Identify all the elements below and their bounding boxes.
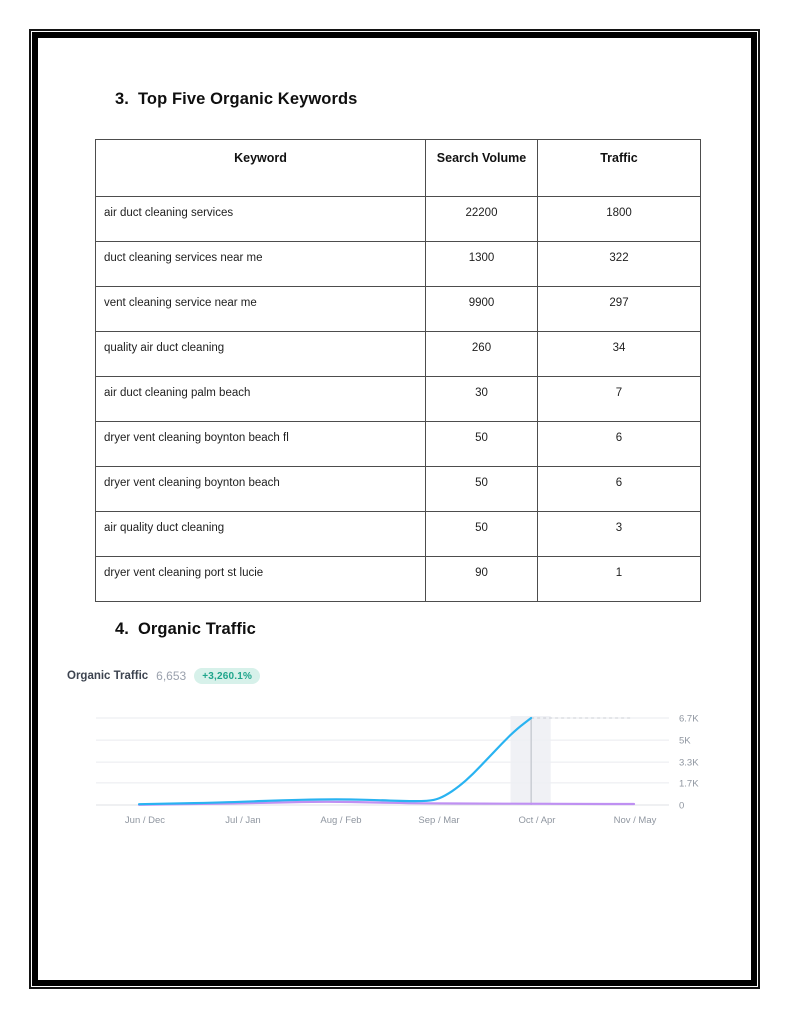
traffic-cell: 1800 xyxy=(537,196,701,242)
table-row: air duct cleaning services 22200 1800 xyxy=(95,196,701,242)
table-row: dryer vent cleaning port st lucie 90 1 xyxy=(95,556,701,602)
traffic-cell: 7 xyxy=(537,376,701,422)
traffic-change-badge: +3,260.1% xyxy=(194,668,261,684)
section-title: Top Five Organic Keywords xyxy=(137,90,358,108)
traffic-cell: 297 xyxy=(537,286,701,332)
search-volume-cell: 50 xyxy=(425,466,538,512)
search-volume-cell: 9900 xyxy=(425,286,538,332)
x-axis-tick-label: Jul / Jan xyxy=(225,815,260,826)
search-volume-cell: 260 xyxy=(425,331,538,377)
page-border-frame xyxy=(29,29,760,989)
table-row: duct cleaning services near me 1300 322 xyxy=(95,241,701,287)
search-volume-cell: 30 xyxy=(425,376,538,422)
table-row: dryer vent cleaning boynton beach 50 6 xyxy=(95,466,701,512)
traffic-cell: 3 xyxy=(537,511,701,557)
x-axis-tick-label: Nov / May xyxy=(614,815,657,826)
table-row: dryer vent cleaning boynton beach fl 50 6 xyxy=(95,421,701,467)
section-number: 4. xyxy=(115,620,129,638)
header-keyword: Keyword xyxy=(95,139,426,197)
table-row: air duct cleaning palm beach 30 7 xyxy=(95,376,701,422)
section-heading-organic-traffic: 4. Organic Traffic xyxy=(115,620,256,639)
search-volume-cell: 50 xyxy=(425,511,538,557)
x-axis-tick-label: Jun / Dec xyxy=(125,815,165,826)
table-row: vent cleaning service near me 9900 297 xyxy=(95,286,701,332)
traffic-cell: 1 xyxy=(537,556,701,602)
page-content: 3. Top Five Organic Keywords Keyword Sear… xyxy=(38,38,751,980)
y-axis-tick-label: 6.7K xyxy=(679,714,699,725)
keyword-cell: air quality duct cleaning xyxy=(95,511,426,557)
organic-traffic-chart: 0 1.7K 3.3K 5K 6.7K Jun / Dec Jul / Jan Aug / F… xyxy=(96,714,699,826)
table-row: air quality duct cleaning 50 3 xyxy=(95,511,701,557)
x-axis-tick-label: Sep / Mar xyxy=(418,815,459,826)
y-axis-tick-label: 5K xyxy=(679,736,691,747)
traffic-widget-title: Organic Traffic xyxy=(67,670,149,682)
y-axis-tick-label: 3.3K xyxy=(679,758,699,769)
x-axis-tick-label: Oct / Apr xyxy=(519,815,556,826)
header-traffic: Traffic xyxy=(537,139,701,197)
search-volume-cell: 50 xyxy=(425,421,538,467)
traffic-total-value: 6,653 xyxy=(156,669,187,683)
traffic-cell: 322 xyxy=(537,241,701,287)
search-volume-cell: 22200 xyxy=(425,196,538,242)
keyword-cell: air duct cleaning services xyxy=(95,196,426,242)
traffic-cell: 6 xyxy=(537,421,701,467)
organic-traffic-previous-line xyxy=(138,800,636,806)
keyword-cell: dryer vent cleaning port st lucie xyxy=(95,556,426,602)
traffic-cell: 6 xyxy=(537,466,701,512)
keywords-table-body: air duct cleaning services 22200 1800 duct … xyxy=(95,196,701,602)
traffic-widget-legend: Organic Traffic 6,653 +3,260.1% xyxy=(67,668,261,684)
section-heading-keywords: 3. Top Five Organic Keywords xyxy=(115,90,357,109)
y-axis-tick-label: 0 xyxy=(679,801,684,812)
organic-traffic-current-line xyxy=(138,716,533,806)
keyword-cell: air duct cleaning palm beach xyxy=(95,376,426,422)
section-title: Organic Traffic xyxy=(137,620,256,638)
page-border-inner xyxy=(32,32,757,986)
keyword-cell: dryer vent cleaning boynton beach fl xyxy=(95,421,426,467)
section-number: 3. xyxy=(115,90,129,108)
keyword-cell: vent cleaning service near me xyxy=(95,286,426,332)
search-volume-cell: 1300 xyxy=(425,241,538,287)
table-row: quality air duct cleaning 260 34 xyxy=(95,331,701,377)
keywords-table: Keyword Search Volume Traffic air duct c… xyxy=(95,139,701,602)
table-header-row: Keyword Search Volume Traffic xyxy=(95,139,701,197)
header-search-volume: Search Volume xyxy=(425,139,538,197)
keyword-cell: duct cleaning services near me xyxy=(95,241,426,287)
x-axis-tick-label: Aug / Feb xyxy=(320,815,361,826)
search-volume-cell: 90 xyxy=(425,556,538,602)
y-axis-tick-label: 1.7K xyxy=(679,778,699,789)
keyword-cell: quality air duct cleaning xyxy=(95,331,426,377)
traffic-cell: 34 xyxy=(537,331,701,377)
keyword-cell: dryer vent cleaning boynton beach xyxy=(95,466,426,512)
